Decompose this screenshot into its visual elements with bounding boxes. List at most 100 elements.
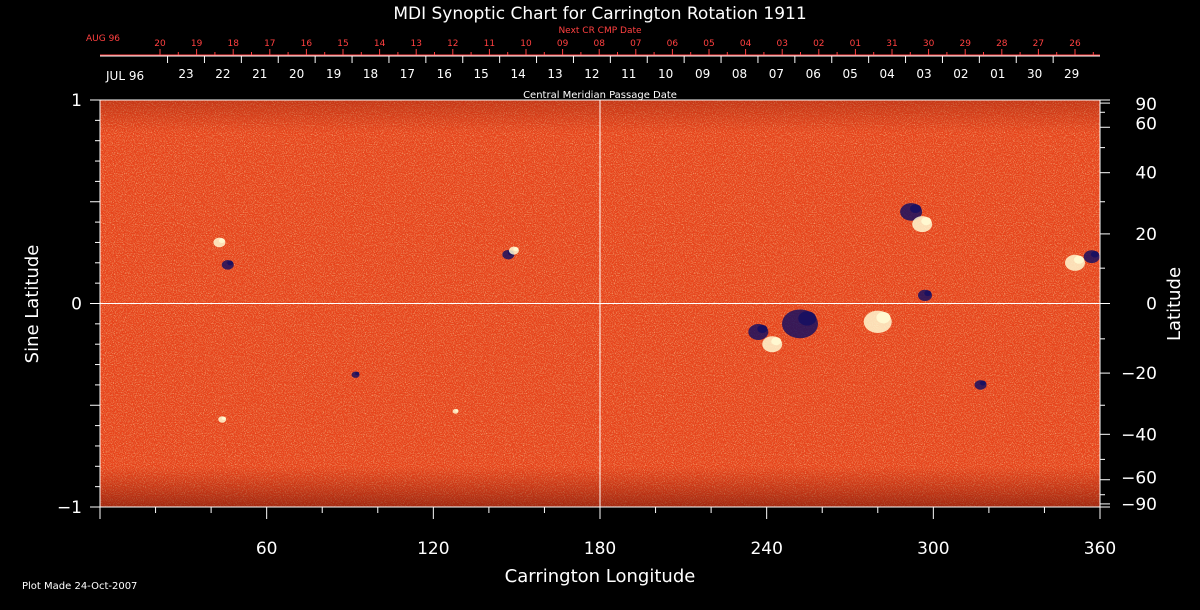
cmp-date-label: 23 bbox=[178, 67, 193, 81]
y-right-tick-label: 0 bbox=[1146, 295, 1157, 315]
cmp-date-label: 19 bbox=[326, 67, 341, 81]
active-region-core bbox=[798, 311, 817, 326]
next-cr-cmp-label: 07 bbox=[630, 39, 641, 49]
active-region-core bbox=[876, 312, 891, 324]
y-right-tick-label: −60 bbox=[1121, 469, 1157, 489]
y-left-axis: 1 0 −1 bbox=[57, 91, 100, 518]
cmp-start-label: JUL 96 bbox=[105, 69, 144, 83]
active-region-core bbox=[757, 324, 768, 333]
cmp-date-label: 13 bbox=[547, 67, 562, 81]
next-cr-cmp-label: 20 bbox=[154, 39, 166, 49]
next-cr-cmp-label: 27 bbox=[1033, 39, 1044, 49]
next-cr-cmp-label: 31 bbox=[886, 39, 897, 49]
active-regions bbox=[213, 203, 1100, 423]
next-cr-cmp-label: 17 bbox=[264, 39, 275, 49]
next-cr-cmp-label: 15 bbox=[337, 39, 348, 49]
y-right-tick-label: −20 bbox=[1121, 364, 1157, 384]
cmp-date-label: 22 bbox=[215, 67, 230, 81]
next-cr-cmp-label: 12 bbox=[447, 39, 458, 49]
next-cr-cmp-label: 08 bbox=[593, 39, 605, 49]
active-region-core bbox=[1074, 255, 1084, 264]
cmp-date-label: 18 bbox=[363, 67, 378, 81]
cmp-date-label: 09 bbox=[695, 67, 710, 81]
x-tick-label: 60 bbox=[256, 539, 278, 559]
cmp-date-axis: JUL 96 Central Meridian Passage Date 23 2… bbox=[100, 55, 1100, 101]
active-region-core bbox=[910, 204, 922, 214]
cmp-date-label: 29 bbox=[1064, 67, 1079, 81]
x-tick-label: 300 bbox=[917, 539, 949, 559]
y-right-axis-title: Latitude bbox=[1164, 267, 1185, 341]
next-cr-cmp-label: 14 bbox=[374, 39, 386, 49]
cmp-axis-title: Central Meridian Passage Date bbox=[523, 90, 677, 101]
active-region-core bbox=[921, 217, 932, 226]
cmp-date-label: 15 bbox=[474, 67, 489, 81]
next-cr-cmp-start-label: AUG 96 bbox=[86, 34, 120, 44]
x-tick-label: 360 bbox=[1084, 539, 1116, 559]
active-region-core bbox=[1090, 251, 1099, 258]
cmp-date-label: 08 bbox=[732, 67, 747, 81]
cmp-date-label: 03 bbox=[916, 67, 931, 81]
x-tick-label: 240 bbox=[750, 539, 782, 559]
active-region-core bbox=[513, 247, 519, 252]
active-region-core bbox=[221, 416, 226, 420]
cmp-date-label: 12 bbox=[584, 67, 599, 81]
active-region-core bbox=[227, 260, 234, 266]
next-cr-cmp-label: 04 bbox=[740, 39, 752, 49]
next-cr-cmp-label: 29 bbox=[959, 39, 971, 49]
y-left-tick-label: 1 bbox=[71, 91, 82, 111]
cmp-date-label: 17 bbox=[400, 67, 415, 81]
next-cr-cmp-label: 18 bbox=[227, 39, 239, 49]
next-cr-cmp-axis: Next CR CMP Date AUG 96 20 19 18 17 16 15 14 13… bbox=[86, 26, 1100, 56]
cmp-date-label: 20 bbox=[289, 67, 304, 81]
cmp-date-label: 21 bbox=[252, 67, 267, 81]
cmp-date-label: 01 bbox=[990, 67, 1005, 81]
x-axis: 60 120 180 240 300 360 bbox=[99, 507, 1116, 559]
chart-title: MDI Synoptic Chart for Carrington Rotati… bbox=[393, 4, 806, 24]
next-cr-cmp-label: 28 bbox=[996, 39, 1008, 49]
cmp-date-label: 16 bbox=[437, 67, 452, 81]
cmp-date-label: 10 bbox=[658, 67, 673, 81]
y-right-tick-label: −40 bbox=[1121, 425, 1157, 445]
active-region-core bbox=[355, 371, 360, 376]
x-tick-label: 180 bbox=[584, 539, 616, 559]
cmp-date-label: 04 bbox=[879, 67, 894, 81]
cmp-date-label: 02 bbox=[953, 67, 968, 81]
next-cr-cmp-label: 09 bbox=[557, 39, 569, 49]
active-region-core bbox=[924, 290, 932, 297]
cmp-date-label: 14 bbox=[510, 67, 525, 81]
x-axis-title: Carrington Longitude bbox=[505, 566, 696, 587]
y-right-tick-label: 20 bbox=[1135, 225, 1157, 245]
y-left-tick-label: −1 bbox=[57, 498, 82, 518]
y-right-tick-label: 90 bbox=[1135, 95, 1157, 115]
cmp-date-label: 30 bbox=[1027, 67, 1042, 81]
cmp-date-label: 05 bbox=[843, 67, 858, 81]
next-cr-cmp-label: 01 bbox=[850, 39, 861, 49]
next-cr-cmp-label: 06 bbox=[667, 39, 679, 49]
active-region-core bbox=[979, 380, 986, 386]
x-tick-label: 120 bbox=[417, 539, 449, 559]
next-cr-cmp-axis-title: Next CR CMP Date bbox=[558, 26, 642, 36]
next-cr-cmp-label: 16 bbox=[301, 39, 313, 49]
active-region-core bbox=[771, 337, 782, 346]
next-cr-cmp-label: 05 bbox=[703, 39, 714, 49]
y-right-tick-label: 40 bbox=[1135, 164, 1157, 184]
y-right-tick-label: −90 bbox=[1121, 495, 1157, 515]
next-cr-cmp-label: 13 bbox=[410, 39, 421, 49]
next-cr-cmp-label: 10 bbox=[520, 39, 532, 49]
active-region-core bbox=[455, 409, 459, 412]
gridlines bbox=[100, 100, 1100, 507]
plot-made-label: Plot Made 24-Oct-2007 bbox=[22, 581, 137, 592]
active-region-core bbox=[218, 238, 225, 244]
cmp-date-label: 06 bbox=[806, 67, 821, 81]
next-cr-cmp-label: 30 bbox=[923, 39, 935, 49]
next-cr-cmp-label: 26 bbox=[1069, 39, 1081, 49]
cmp-date-label: 11 bbox=[621, 67, 636, 81]
y-left-axis-title: Sine Latitude bbox=[22, 245, 43, 364]
next-cr-cmp-label: 02 bbox=[813, 39, 824, 49]
next-cr-cmp-label: 03 bbox=[776, 39, 787, 49]
next-cr-cmp-label: 11 bbox=[484, 39, 495, 49]
next-cr-cmp-label: 19 bbox=[191, 39, 203, 49]
y-right-tick-label: 60 bbox=[1135, 114, 1157, 134]
